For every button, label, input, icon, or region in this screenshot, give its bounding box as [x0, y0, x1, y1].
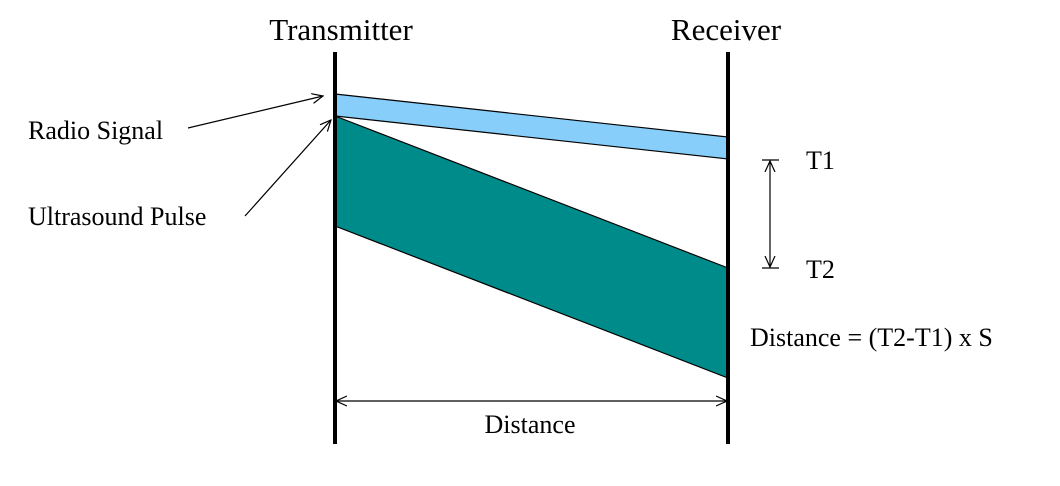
- ultrasound-pulse-pointer-arrow: [244, 120, 331, 217]
- t2-label: T2: [806, 255, 835, 284]
- radio-signal-label: Radio Signal: [28, 116, 163, 145]
- receiver-title: Receiver: [671, 12, 782, 47]
- ultrasound-pulse-label: Ultrasound Pulse: [28, 202, 206, 231]
- ultrasound-pulse-band: [334, 115, 729, 379]
- t1-label: T1: [806, 146, 835, 175]
- distance-formula: Distance = (T2-T1) x S: [750, 323, 993, 352]
- radio-signal-pointer-arrow: [187, 96, 323, 129]
- distance-label: Distance: [485, 410, 576, 439]
- transmitter-title: Transmitter: [269, 12, 413, 47]
